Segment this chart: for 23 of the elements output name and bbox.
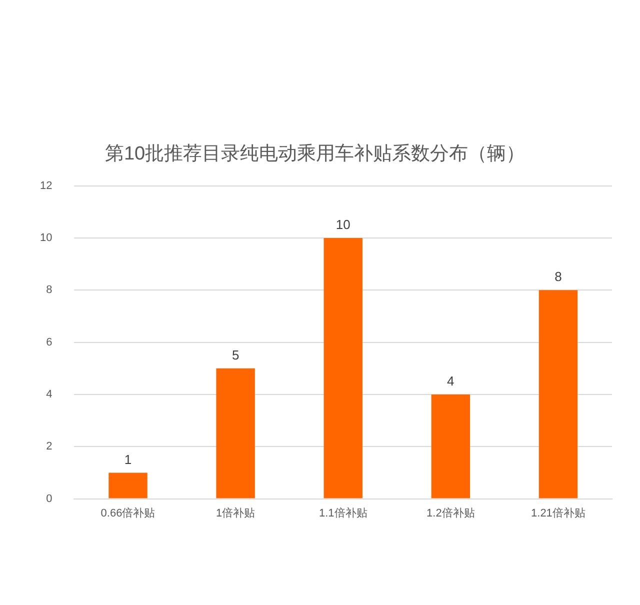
- data-label: 4: [447, 374, 454, 389]
- x-tick-label: 1.1倍补贴: [318, 506, 368, 520]
- bar: [538, 290, 578, 498]
- y-tick-label: 4: [46, 388, 52, 400]
- x-tick-label: 1.21倍补贴: [531, 506, 586, 520]
- x-tick-label: 0.66倍补贴: [100, 506, 156, 520]
- chart-title: 第10批推荐目录纯电动乘用车补贴系数分布（辆）: [104, 142, 526, 165]
- data-label: 10: [336, 217, 350, 232]
- y-tick-label: 0: [46, 492, 52, 505]
- y-tick-label: 2: [46, 440, 52, 453]
- y-tick-label: 12: [40, 180, 52, 192]
- y-tick-label: 8: [46, 284, 52, 296]
- y-tick-label: 6: [46, 336, 52, 348]
- data-label: 1: [124, 452, 132, 467]
- data-label: 5: [232, 347, 240, 362]
- bar: [216, 368, 255, 498]
- y-tick-label: 10: [40, 232, 52, 244]
- x-tick-label: 1.2倍补贴: [426, 506, 475, 520]
- bar: [431, 394, 470, 498]
- data-label: 8: [554, 269, 562, 284]
- bar: [324, 238, 362, 498]
- x-tick-label: 1倍补贴: [216, 506, 256, 520]
- bar: [108, 472, 148, 498]
